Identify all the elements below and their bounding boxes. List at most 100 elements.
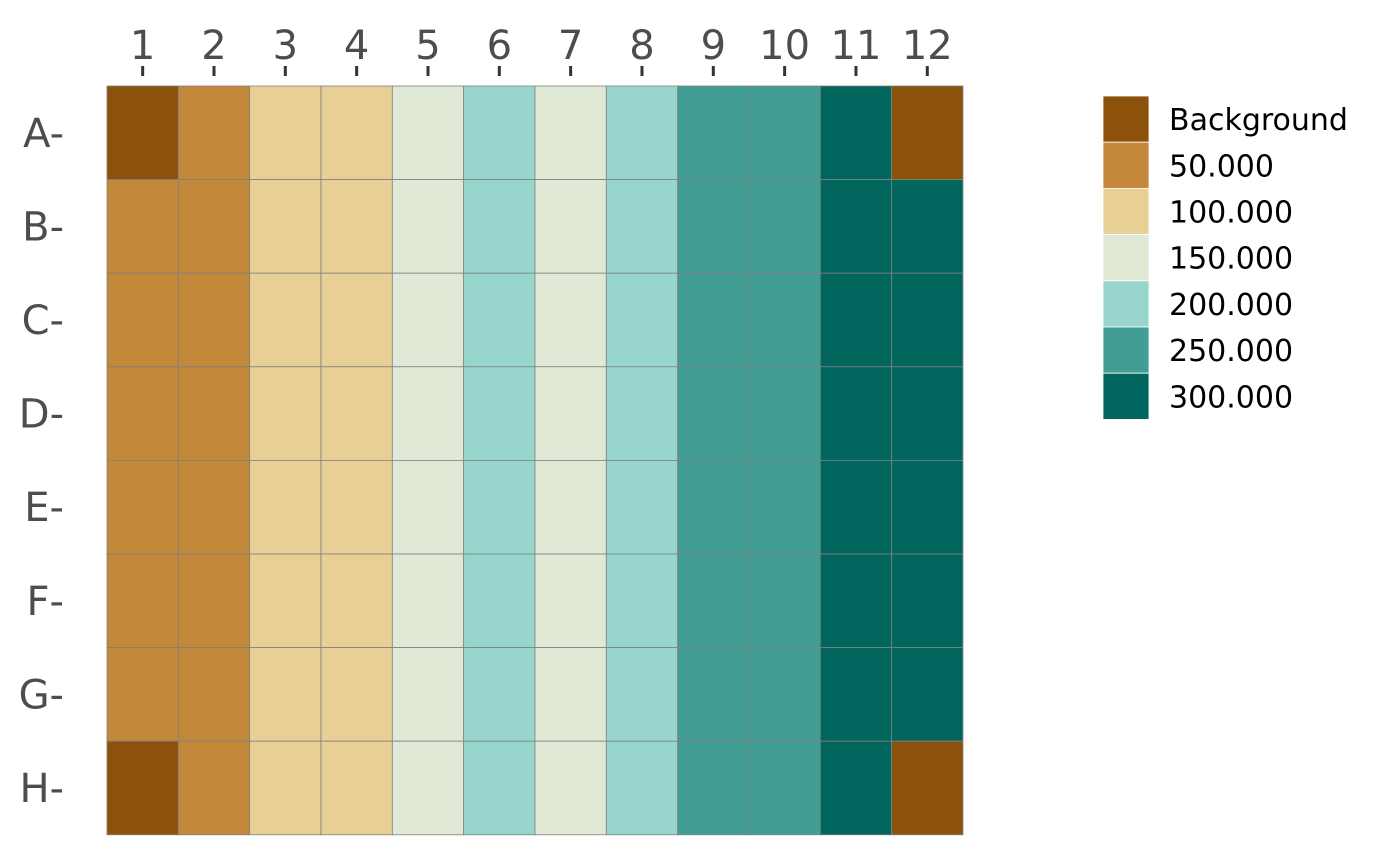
heatmap-cell-H9 [677,740,750,836]
heatmap-cell-D10 [748,366,821,461]
heatmap-cell-G8 [605,647,679,742]
heatmap-cell-G11 [819,647,893,742]
heatmap-cell-B5 [391,179,465,274]
heatmap-cell-H6 [463,740,536,836]
column-label-11: 11 [831,23,882,69]
heatmap-cell-A4 [320,85,393,180]
column-label-3: 3 [273,23,298,69]
legend-label-250-000: 250.000 [1169,334,1293,369]
column-label-6: 6 [487,23,512,69]
heatmap-cell-C1 [106,272,179,368]
heatmap-cell-F2 [177,553,251,648]
heatmap-cell-A2 [177,85,251,180]
row-label-H: H- [19,766,64,812]
heatmap-cell-A10 [748,85,821,180]
heatmap-cell-E9 [677,459,750,555]
heatmap-cell-D1 [106,366,179,461]
heatmap-cell-H7 [534,740,607,836]
heatmap-cell-F5 [391,553,465,648]
heatmap-cell-F7 [534,553,607,648]
heatmap-cell-D11 [819,366,893,461]
heatmap-cell-E5 [391,459,465,555]
heatmap-cell-C4 [320,272,393,368]
heatmap-cell-H10 [748,740,821,836]
legend-swatch-200-000 [1102,280,1150,328]
legend-swatch-250-000 [1102,326,1150,374]
heatmap-cell-C6 [463,272,536,368]
heatmap-cell-E6 [463,459,536,555]
column-label-1: 1 [130,23,155,69]
legend-label-50-000: 50.000 [1169,149,1274,184]
column-label-5: 5 [415,23,440,69]
heatmap-cell-F4 [320,553,393,648]
heatmap-cell-F9 [677,553,750,648]
heatmap-cell-A7 [534,85,607,180]
heatmap-cell-G6 [463,647,536,742]
heatmap-cell-G3 [249,647,322,742]
column-label-4: 4 [344,23,369,69]
heatmap-cell-B7 [534,179,607,274]
column-label-7: 7 [558,23,583,69]
heatmap-cell-D5 [391,366,465,461]
legend-swatch-background [1102,95,1150,143]
heatmap-cell-A12 [891,85,964,180]
heatmap-cell-F10 [748,553,821,648]
legend-label-200-000: 200.000 [1169,288,1293,323]
heatmap-cell-F6 [463,553,536,648]
heatmap-cell-E2 [177,459,251,555]
heatmap-cell-H11 [819,740,893,836]
heatmap-cell-C2 [177,272,251,368]
legend-swatch-50-000 [1102,141,1150,189]
legend-swatch-100-000 [1102,187,1150,235]
heatmap-cell-F1 [106,553,179,648]
heatmap-cell-G5 [391,647,465,742]
heatmap-cell-E8 [605,459,679,555]
heatmap-cell-D12 [891,366,964,461]
column-label-9: 9 [701,23,726,69]
heatmap-cell-E1 [106,459,179,555]
heatmap-cell-C7 [534,272,607,368]
column-label-8: 8 [629,23,654,69]
heatmap-cell-F11 [819,553,893,648]
heatmap-cell-C9 [677,272,750,368]
heatmap-cell-D9 [677,366,750,461]
heatmap-cell-C10 [748,272,821,368]
heatmap-cells [106,85,964,836]
heatmap-cell-A11 [819,85,893,180]
heatmap-cell-B11 [819,179,893,274]
heatmap-cell-H4 [320,740,393,836]
heatmap-cell-E11 [819,459,893,555]
heatmap-cell-C8 [605,272,679,368]
heatmap-cell-H8 [605,740,679,836]
heatmap-cell-F3 [249,553,322,648]
row-label-G: G- [19,672,64,718]
heatmap-cell-B8 [605,179,679,274]
legend-label-300-000: 300.000 [1169,380,1293,415]
heatmap-cell-D4 [320,366,393,461]
column-axis: 1 2 3 4 5 6 7 8 9 10 11 12 [130,23,953,76]
heatmap-cell-D7 [534,366,607,461]
legend-label-150-000: 150.000 [1169,242,1293,277]
legend-swatch-150-000 [1102,234,1150,282]
legend-label-100-000: 100.000 [1169,196,1293,231]
heatmap-cell-D6 [463,366,536,461]
column-label-10: 10 [759,23,810,69]
heatmap-cell-H2 [177,740,251,836]
heatmap-cell-E3 [249,459,322,555]
heatmap-cell-B2 [177,179,251,274]
heatmap-cell-A9 [677,85,750,180]
heatmap-cell-B6 [463,179,536,274]
heatmap-cell-E7 [534,459,607,555]
row-label-F: F- [27,579,64,625]
heatmap-cell-H3 [249,740,322,836]
row-label-D: D- [19,392,64,438]
row-label-B: B- [22,204,64,250]
row-label-C: C- [22,298,64,344]
heatmap-cell-E10 [748,459,821,555]
heatmap-cell-C3 [249,272,322,368]
heatmap-cell-G2 [177,647,251,742]
column-label-2: 2 [201,23,226,69]
heatmap-cell-B4 [320,179,393,274]
legend-swatch-300-000 [1102,372,1150,420]
